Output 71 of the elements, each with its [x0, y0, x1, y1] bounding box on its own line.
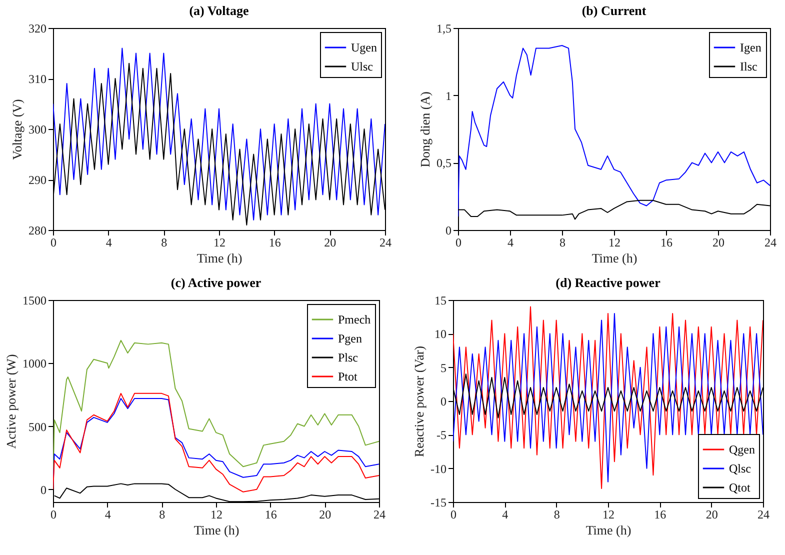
legend-label: Ugen — [351, 40, 377, 54]
y-tick-label: 320 — [28, 22, 46, 36]
x-axis-title: Time (h) — [194, 522, 240, 538]
legend-label: Igen — [740, 40, 762, 54]
x-tick-label: 0 — [456, 236, 462, 250]
line-series — [458, 45, 770, 218]
x-tick-label: 8 — [159, 508, 166, 522]
y-tick-label: 5 — [440, 360, 446, 375]
x-tick-label: 4 — [104, 508, 111, 522]
x-tick-label: 20 — [324, 236, 336, 250]
x-axis-title: Time (h) — [592, 250, 638, 266]
y-tick-label: 1000 — [22, 356, 46, 371]
x-tick-label: 20 — [706, 508, 718, 522]
x-tick-label: 4 — [106, 236, 112, 250]
x-tick-label: 12 — [608, 236, 620, 250]
chart-title: (b) Current — [582, 3, 647, 18]
legend-label: Ulsc — [351, 60, 373, 74]
y-tick-label: -10 — [430, 462, 446, 476]
legend-label: Pmech — [338, 312, 371, 326]
chart-title: (c) Active power — [170, 275, 262, 290]
x-axis-title: Time (h) — [196, 250, 242, 266]
y-tick-label: 290 — [28, 173, 46, 187]
y-tick-label: -5 — [436, 428, 446, 442]
y-tick-label: 310 — [28, 72, 46, 86]
y-tick-label: 280 — [28, 224, 46, 238]
y-tick-label: 0 — [40, 482, 46, 497]
y-tick-label: 0,5 — [436, 156, 452, 170]
x-tick-label: 0 — [50, 236, 56, 250]
x-tick-label: 16 — [660, 236, 672, 250]
x-tick-label: 24 — [758, 508, 770, 522]
y-tick-label: 1,5 — [436, 22, 452, 36]
y-tick-label: 1 — [446, 88, 452, 103]
chart-title: (d) Reactive power — [556, 275, 661, 290]
legend-label: Ilsc — [740, 60, 758, 74]
x-tick-label: 20 — [319, 508, 332, 522]
x-tick-label: 8 — [161, 236, 168, 250]
y-tick-label: 500 — [28, 420, 46, 434]
legend-label: Qgen — [729, 442, 755, 456]
x-tick-label: 16 — [268, 236, 281, 250]
x-tick-label: 12 — [214, 236, 226, 250]
y-tick-label: 0 — [446, 224, 452, 238]
x-tick-label: 16 — [654, 508, 666, 522]
x-tick-label: 8 — [560, 236, 566, 250]
legend-label: Plsc — [338, 350, 358, 364]
chart-title: (a) Voltage — [189, 3, 250, 18]
y-tick-label: 10 — [434, 327, 446, 342]
y-axis-title: Voltage (V) — [10, 99, 24, 160]
x-tick-label: 0 — [50, 508, 56, 522]
legend-label: Pgen — [338, 332, 362, 346]
y-axis-title: Reactive power (Var) — [412, 346, 427, 458]
x-tick-label: 16 — [264, 508, 277, 522]
x-tick-label: 24 — [764, 236, 776, 250]
y-axis-title: Dong dien (A) — [418, 92, 432, 168]
legend-label: Qlsc — [729, 462, 751, 476]
legend-label: Ptot — [338, 370, 358, 384]
y-tick-label: 300 — [28, 122, 46, 136]
y-tick-label: 0 — [440, 394, 446, 408]
legend-label: Qtot — [729, 480, 751, 494]
x-tick-label: 24 — [380, 236, 392, 250]
y-axis-title: Active power (W) — [4, 354, 18, 449]
x-tick-label: 4 — [508, 236, 514, 250]
x-axis-title: Time (h) — [586, 522, 632, 538]
x-tick-label: 24 — [374, 508, 386, 522]
x-tick-label: 4 — [502, 508, 508, 522]
x-tick-label: 20 — [712, 236, 724, 250]
y-tick-label: 1500 — [22, 294, 46, 308]
x-tick-label: 12 — [210, 508, 222, 522]
y-tick-label: 15 — [434, 294, 446, 308]
x-tick-label: 12 — [602, 508, 614, 522]
x-tick-label: 8 — [554, 508, 560, 522]
y-tick-label: -15 — [430, 496, 446, 510]
